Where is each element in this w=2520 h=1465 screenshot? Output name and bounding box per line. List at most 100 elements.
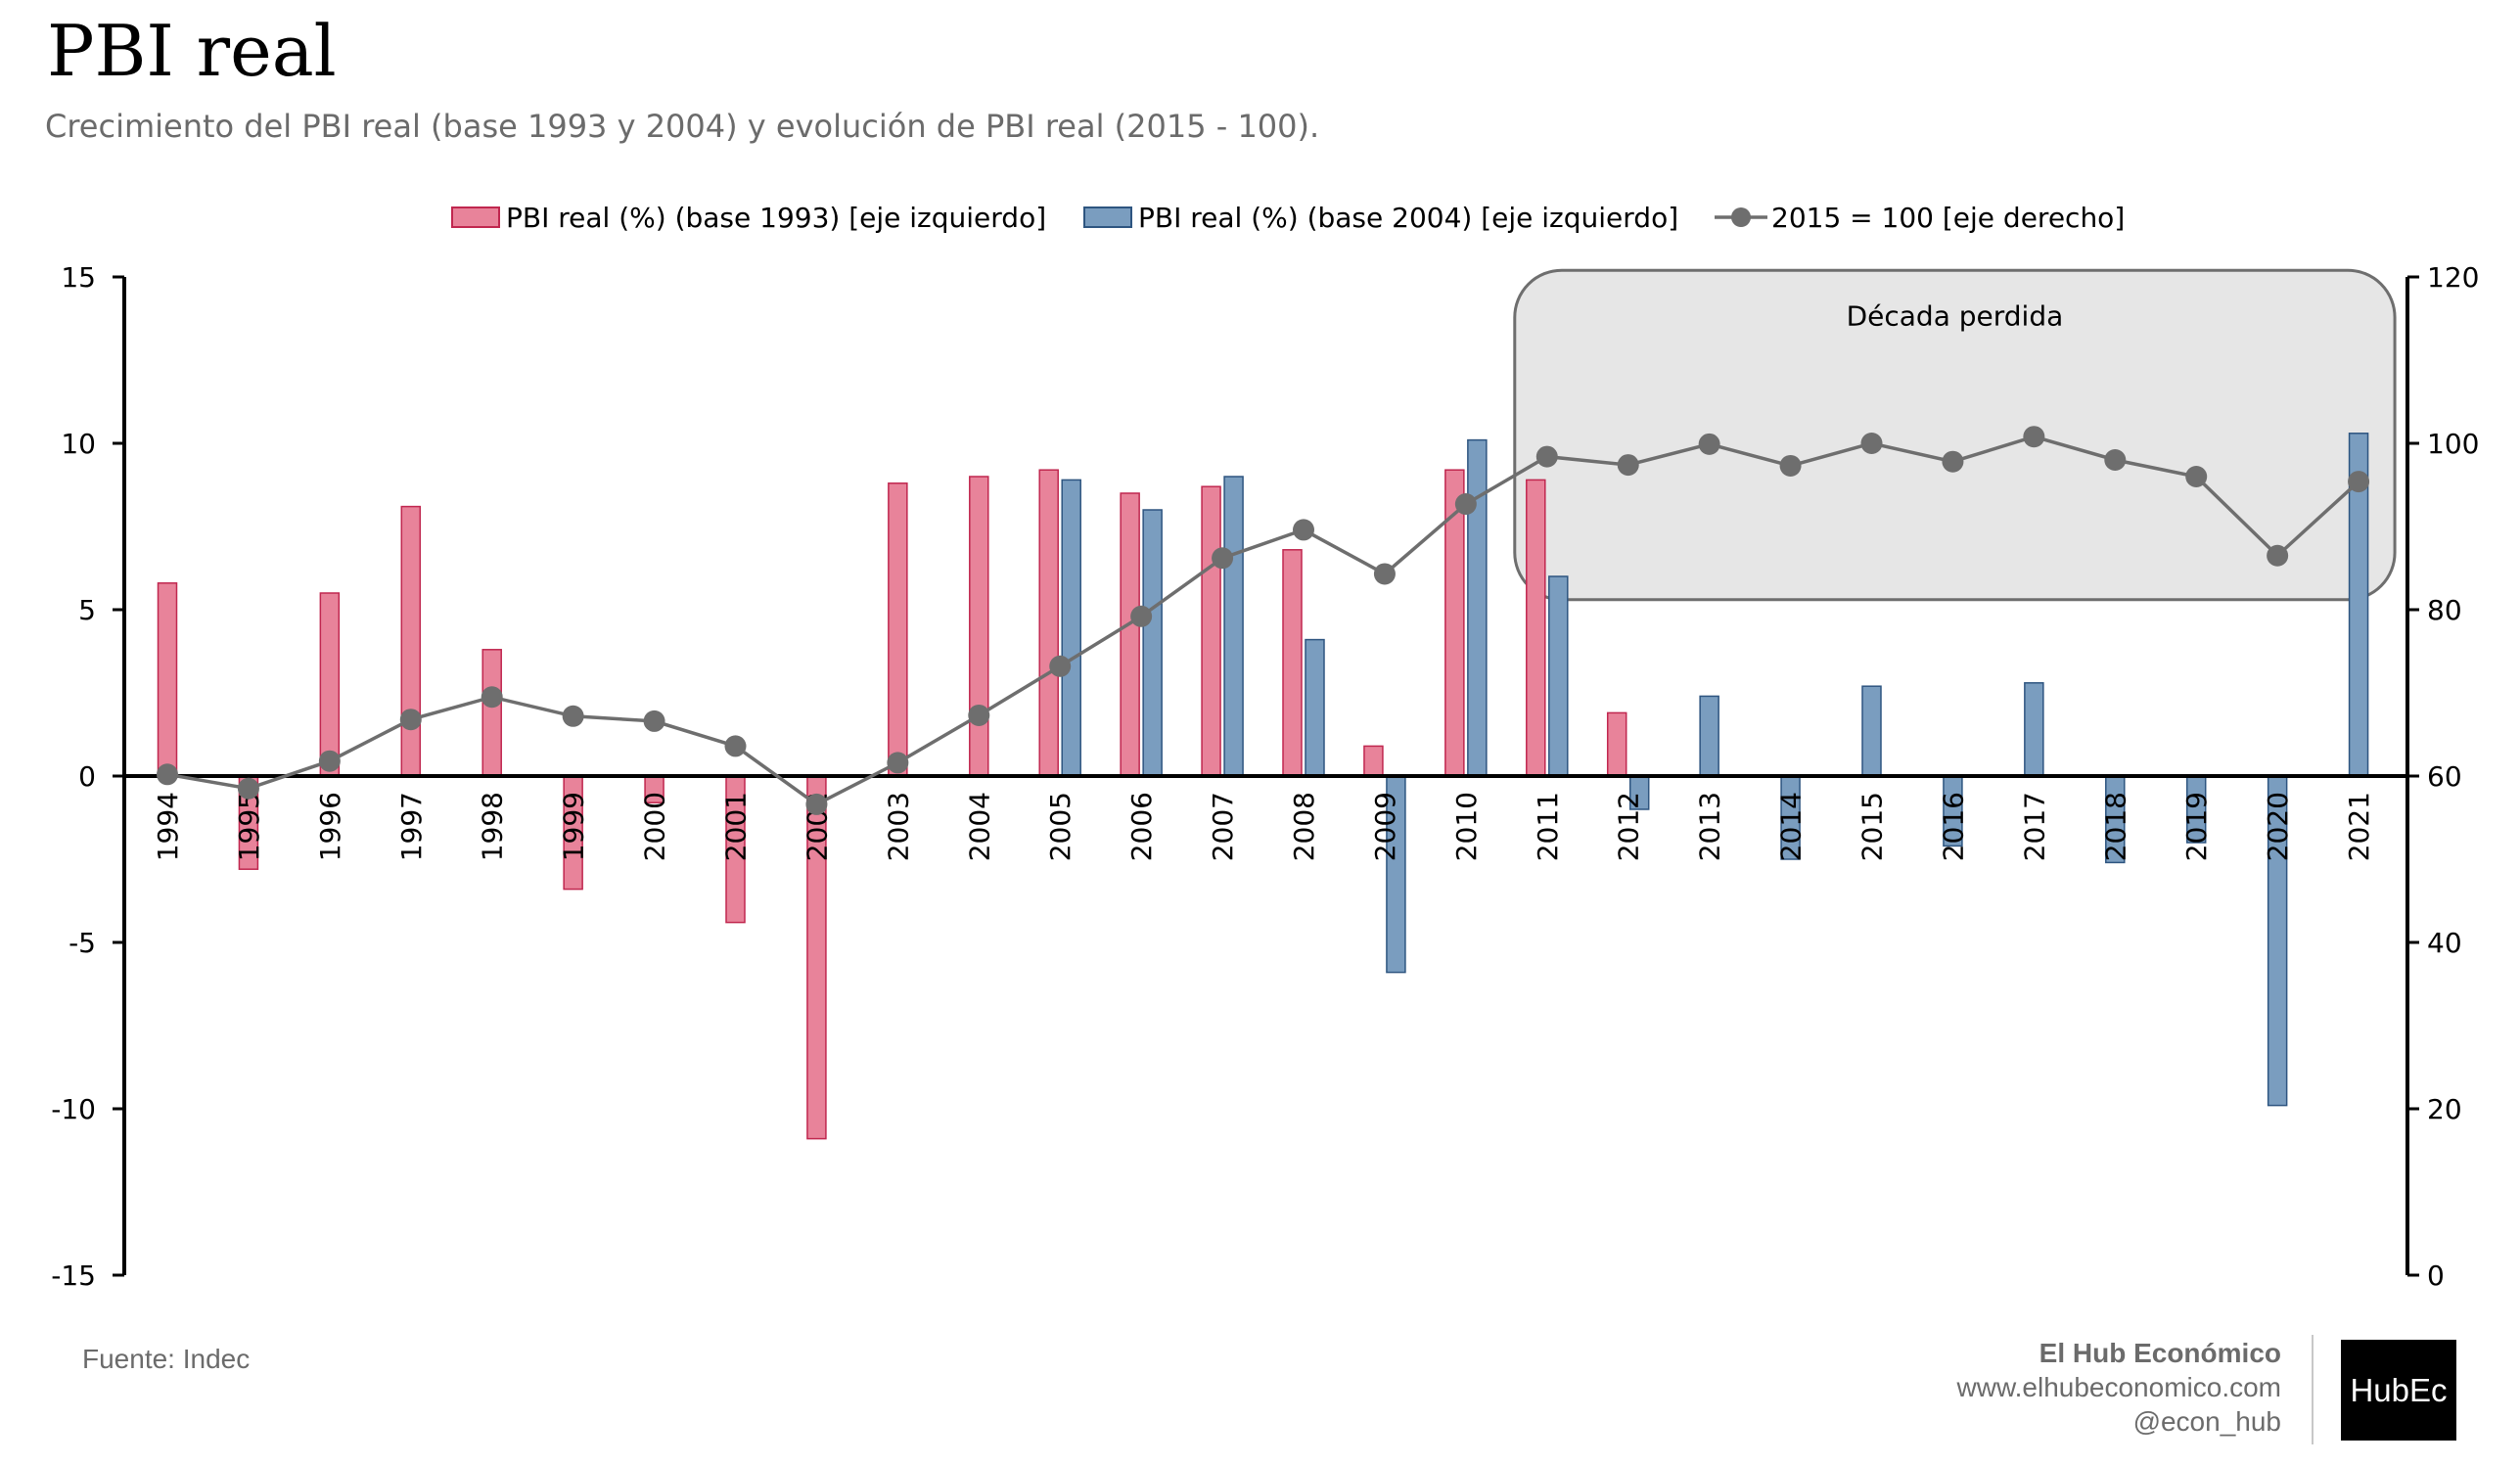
right-tick-label: 0: [2427, 1259, 2445, 1292]
x-tick-label: 2011: [1532, 792, 1564, 861]
x-tick-label: 2007: [1207, 792, 1239, 861]
index-point-2003: [887, 752, 909, 774]
index-point-2005: [1049, 655, 1072, 677]
index-point-2014: [1779, 454, 1802, 477]
x-tick-label: 2001: [720, 792, 753, 861]
index-point-2021: [2348, 471, 2370, 493]
index-point-2013: [1698, 433, 1720, 455]
index-point-1997: [399, 709, 422, 731]
index-point-2004: [968, 704, 990, 726]
bar-base2004-2013: [1699, 695, 1719, 777]
bar-base2004-2015: [1861, 685, 1882, 777]
legend-swatch-base2004: [1083, 206, 1132, 228]
brand-divider: [2312, 1335, 2314, 1444]
x-tick-label: 1994: [152, 792, 184, 861]
chart-title: PBI real: [47, 10, 337, 92]
x-tick-label: 2016: [1937, 792, 1969, 861]
x-tick-label: 1997: [395, 792, 428, 861]
index-point-2001: [724, 735, 747, 757]
index-point-2007: [1212, 547, 1234, 570]
index-point-2011: [1535, 445, 1558, 468]
bar-base2004-2007: [1223, 476, 1244, 777]
brand-logo: HubEc: [2341, 1340, 2456, 1441]
right-tick-label: 40: [2427, 927, 2462, 959]
bar-base1993-2007: [1201, 485, 1221, 777]
index-point-2000: [643, 710, 665, 732]
index-point-2015: [1860, 433, 1883, 454]
x-tick-label: 2006: [1125, 792, 1158, 861]
index-point-1994: [157, 763, 178, 786]
left-tick-label: -5: [69, 927, 96, 959]
bar-base1993-2009: [1363, 745, 1384, 777]
bar-base1993-2005: [1038, 469, 1059, 777]
legend: PBI real (%) (base 1993) [eje izquierdo]…: [451, 202, 2125, 234]
x-tick-label: 2019: [2180, 792, 2213, 861]
legend-swatch-index-marker: [1731, 207, 1751, 227]
brand-name: El Hub Económico: [2039, 1338, 2281, 1368]
legend-swatch-base1993: [451, 206, 500, 228]
left-tick-label: 5: [78, 594, 96, 626]
right-tick-label: 80: [2427, 594, 2462, 626]
index-point-2020: [2267, 544, 2289, 567]
bar-base1993-1994: [157, 582, 178, 777]
right-tick-label: 20: [2427, 1093, 2462, 1125]
x-tick-label: 1999: [558, 792, 590, 861]
x-tick-label: 2013: [1694, 792, 1726, 861]
x-tick-label: 2005: [1044, 792, 1077, 861]
bar-base2004-2006: [1142, 509, 1163, 777]
x-tick-label: 2000: [639, 792, 671, 861]
index-point-2008: [1293, 519, 1314, 541]
index-point-2006: [1130, 605, 1153, 627]
bar-base1993-1997: [400, 505, 422, 777]
index-point-2012: [1617, 454, 1639, 477]
index-point-2018: [2104, 449, 2127, 471]
index-point-2017: [2023, 426, 2045, 448]
index-line-path: [166, 435, 2360, 806]
bar-base1993-1998: [481, 649, 502, 777]
left-tick-label: -15: [51, 1259, 96, 1292]
brand-block: El Hub Económico www.elhubeconomico.com …: [1957, 1336, 2282, 1439]
bar-base1993-2003: [888, 482, 908, 777]
lost-decade-label: Década perdida: [1847, 299, 2064, 332]
index-point-1999: [562, 705, 584, 727]
index-point-2019: [2185, 466, 2208, 487]
x-tick-label: 2021: [2343, 792, 2375, 861]
bar-base1993-2012: [1606, 711, 1627, 777]
index-point-2002: [805, 793, 828, 815]
index-point-2010: [1454, 493, 1477, 516]
left-tick-label: 15: [61, 261, 96, 294]
index-point-1998: [481, 686, 503, 709]
chart: Década perdida -15 -10 -5 0 5 10 15 0 20 40 60 80 10…: [51, 202, 2479, 1292]
x-tick-label: 1996: [314, 792, 346, 861]
source-note: Fuente: Indec: [82, 1344, 251, 1374]
left-tick-label: 10: [61, 428, 96, 460]
bar-base1993-1996: [319, 592, 341, 777]
bar-base2004-2011: [1548, 575, 1569, 777]
bar-base1993-2004: [969, 476, 989, 777]
x-tick-label: 2010: [1450, 792, 1483, 861]
x-tick-label: 2012: [1613, 792, 1645, 861]
x-tick-label: 2018: [2099, 792, 2131, 861]
bar-base1993-2006: [1120, 492, 1140, 777]
axes: -15 -10 -5 0 5 10 15 0 20 40 60 80 100 120 1994 1995 199…: [51, 261, 2479, 1292]
x-tick-label: 2017: [2018, 792, 2050, 861]
bar-base2004-2008: [1305, 638, 1325, 777]
brand-handle: @econ_hub: [2132, 1406, 2281, 1437]
brand-website: www.elhubeconomico.com: [1956, 1372, 2282, 1402]
x-tick-label: 2008: [1288, 792, 1320, 861]
legend-label-base2004: PBI real (%) (base 2004) [eje izquierdo]: [1138, 202, 1678, 234]
legend-label-base1993: PBI real (%) (base 1993) [eje izquierdo]: [506, 202, 1046, 234]
right-tick-label: 120: [2427, 261, 2479, 294]
bar-base2004-2005: [1061, 479, 1081, 777]
index-point-1995: [237, 777, 259, 800]
right-tick-label: 60: [2427, 760, 2462, 793]
left-tick-label: 0: [78, 760, 96, 793]
x-tick-label: 2014: [1775, 792, 1808, 861]
legend-label-index: 2015 = 100 [eje derecho]: [1771, 202, 2125, 234]
x-tick-label: 1995: [233, 792, 265, 861]
x-tick-label: 2003: [882, 792, 914, 861]
right-tick-label: 100: [2427, 428, 2479, 460]
chart-subtitle: Crecimiento del PBI real (base 1993 y 20…: [45, 108, 1320, 145]
series-index-line: [157, 426, 2370, 815]
index-point-2009: [1373, 563, 1396, 585]
